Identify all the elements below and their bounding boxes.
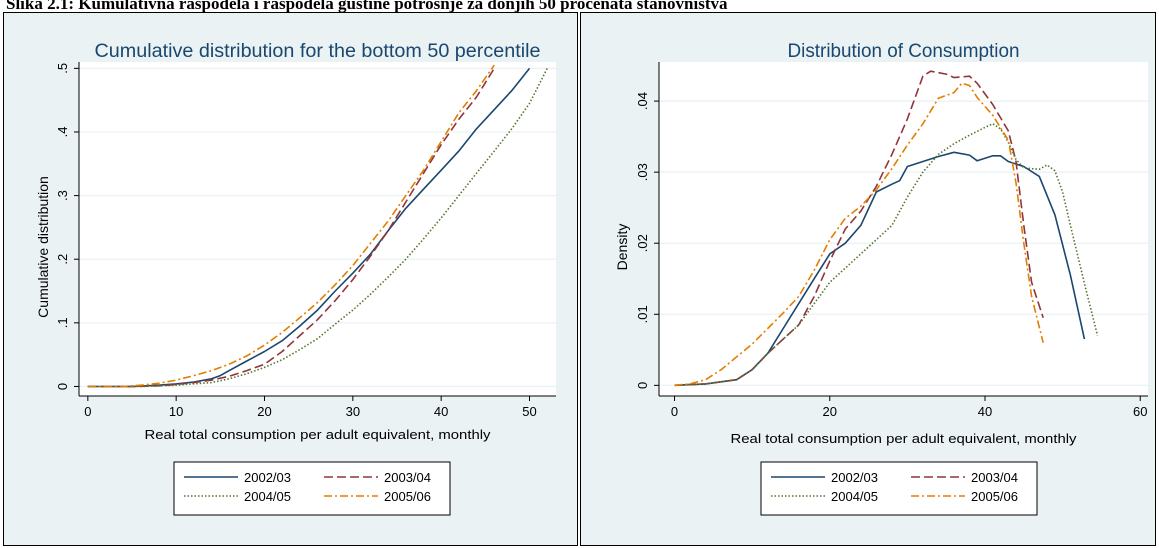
y-tick-label: .04 [635,92,650,110]
plot-area [79,62,556,396]
x-tick-label: 60 [1133,404,1147,419]
y-tick-label: .2 [55,254,70,265]
plot-area [659,62,1148,396]
y-tick-label: .3 [55,190,70,201]
series-line-2003-04 [87,67,495,388]
y-tick-label: .5 [55,63,70,74]
y-axis-label: Cumulative distribution [35,176,51,318]
legend-label: 2005/06 [384,489,431,504]
density-chart-panel: Distribution of Consumption 0 20 40 60 0 .01 .0… [580,12,1156,546]
y-tick-label: 0 [55,383,70,390]
x-tick-label: 10 [169,404,183,419]
legend-box [760,461,1038,516]
y-tick-label: 0 [635,382,650,389]
y-tick-label: .01 [635,305,650,323]
x-tick-label: 0 [84,404,91,419]
y-tick-label: .4 [55,127,70,138]
y-tick-label: .03 [635,163,650,181]
x-axis-label: Real total consumption per adult equival… [145,427,492,442]
x-tick-label: 20 [257,404,271,419]
x-tick-label: 30 [346,404,360,419]
series-line-2005-06 [674,82,1044,387]
cumulative-distribution-chart: Cumulative distribution for the bottom 5… [4,13,577,545]
x-tick-label: 40 [434,404,448,419]
series-line-2005-06 [87,64,495,388]
chart-title: Cumulative distribution for the bottom 5… [95,41,541,62]
x-tick-label: 50 [522,404,536,419]
y-tick-label: .1 [55,317,70,328]
series-line-2004-05 [674,123,1099,387]
figure-caption: Slika 2.1: Kumulativna raspodela i raspo… [6,0,728,13]
legend-label: 2002/03 [244,470,291,485]
y-tick-label: .02 [635,234,650,252]
series-line-2003-04 [674,70,1044,387]
legend-label: 2004/05 [831,489,878,504]
legend-label: 2003/04 [971,470,1018,485]
series-line-2004-05 [87,68,548,388]
x-axis-label: Real total consumption per adult equival… [731,431,1078,446]
x-tick-label: 40 [978,404,992,419]
legend-label: 2004/05 [244,489,291,504]
consumption-density-chart: Distribution of Consumption 0 20 40 60 0 .01 .0… [581,13,1155,545]
x-tick-label: 0 [671,404,678,419]
legend-box [173,461,451,516]
legend-label: 2002/03 [831,470,878,485]
chart-title: Distribution of Consumption [788,41,1020,62]
y-axis-label: Density [614,224,630,271]
legend-label: 2003/04 [384,470,431,485]
cumulative-chart-panel: Cumulative distribution for the bottom 5… [3,12,578,546]
x-tick-label: 20 [823,404,837,419]
legend-label: 2005/06 [971,489,1018,504]
